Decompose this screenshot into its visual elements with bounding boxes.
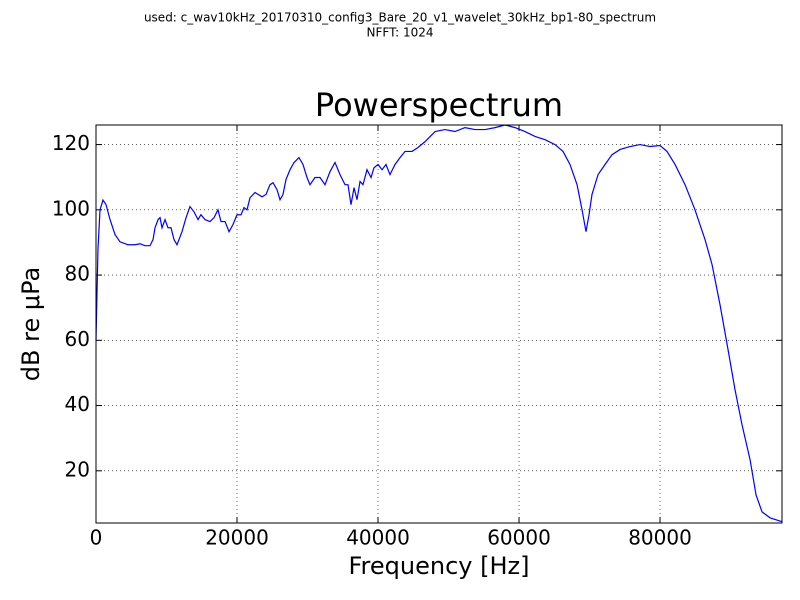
y-axis-label: dB re μPa (17, 267, 45, 381)
subtitle-line: used: c_wav10kHz_20170310_config3_Bare_2… (144, 11, 656, 25)
x-tick-label: 40000 (346, 526, 410, 550)
y-tick-label: 60 (65, 327, 90, 351)
data-line (95, 124, 783, 523)
x-tick-label: 60000 (487, 526, 551, 550)
x-axis-label: Frequency [Hz] (349, 552, 530, 580)
y-tick-label: 80 (65, 262, 90, 286)
subtitle-line: NFFT: 1024 (367, 26, 434, 40)
chart-title: Powerspectrum (315, 86, 563, 124)
y-tick-label: 120 (52, 131, 90, 155)
axes-frame (95, 124, 783, 524)
plot-area: 20 40 60 80 100 120 0 20000 40000 60000 80000 (52, 124, 783, 550)
x-tick-label: 20000 (205, 526, 269, 550)
y-tick-label: 40 (65, 392, 90, 416)
y-tick-label: 100 (52, 196, 90, 220)
y-tick-label: 20 (65, 457, 90, 481)
x-tick-label: 80000 (628, 526, 692, 550)
x-tick-label: 0 (90, 526, 103, 550)
